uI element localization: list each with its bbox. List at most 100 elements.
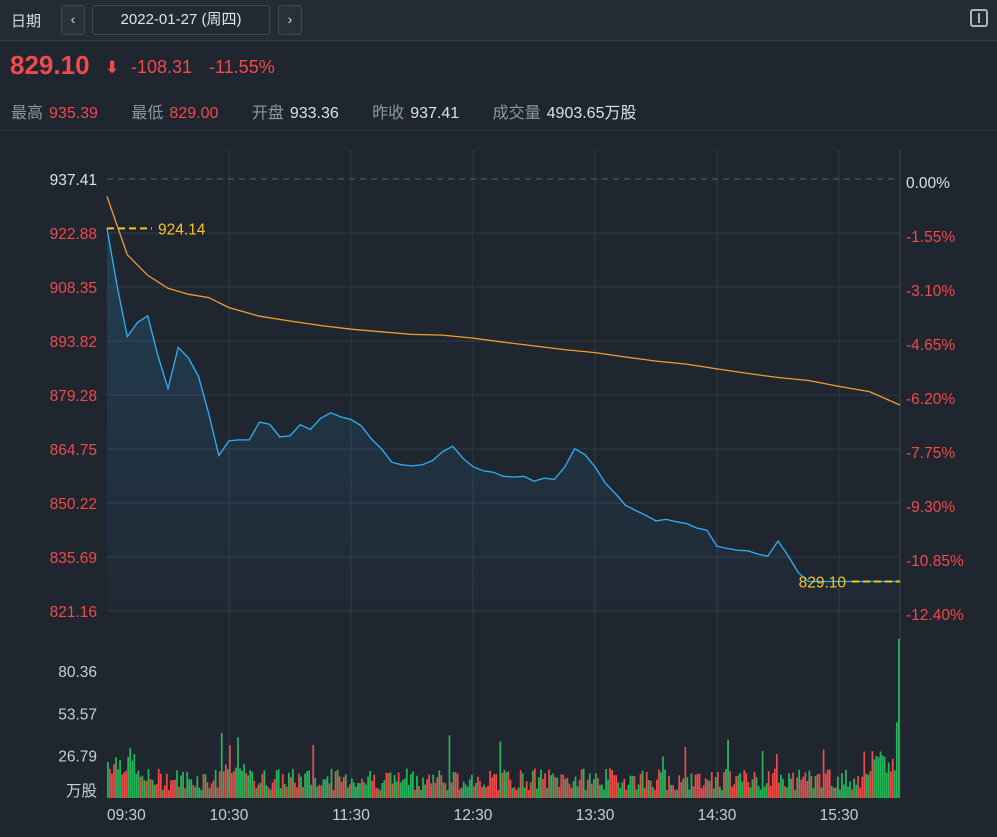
volume-bar: [168, 790, 170, 798]
volume-bar: [698, 773, 701, 798]
volume-bar: [861, 776, 864, 798]
volume-bar: [631, 775, 634, 798]
volume-bar: [377, 788, 380, 798]
volume-bar: [355, 786, 357, 798]
volume-bar: [656, 779, 658, 798]
price-line[interactable]: [106, 228, 900, 583]
volume-bar: [261, 773, 264, 798]
volume-bar: [237, 737, 239, 798]
volume-bar: [292, 768, 294, 798]
volume-bar: [489, 770, 491, 798]
volume-bar: [727, 739, 729, 798]
volume-bar: [875, 755, 878, 798]
volume-bar: [375, 787, 378, 798]
volume-bar: [348, 784, 351, 798]
volume-bar: [511, 788, 514, 798]
time-tick-label: 15:30: [820, 807, 859, 824]
volume-bar: [279, 788, 282, 798]
volume-bar: [719, 786, 721, 798]
volume-bar: [450, 782, 453, 798]
volume-bar: [314, 778, 317, 798]
volume-bar: [810, 776, 813, 798]
volume-bar: [778, 782, 780, 798]
prev-day-button[interactable]: ‹: [61, 5, 85, 35]
volume-bar: [300, 776, 302, 798]
volume-bar: [194, 787, 197, 798]
volume-bar: [869, 771, 872, 798]
volume-bar: [448, 735, 451, 798]
volume-tick-label: 26.79: [58, 749, 97, 766]
volume-bar: [200, 789, 203, 798]
volume-bar: [737, 775, 740, 798]
volume-bar: [330, 768, 333, 798]
volume-bar: [706, 779, 709, 798]
volume-bar: [163, 785, 166, 798]
volume-bar: [731, 786, 733, 798]
volume-bar: [568, 783, 571, 798]
volume-bar: [121, 774, 123, 798]
percent-tick-label: -4.65%: [906, 337, 955, 354]
volume-bar: [712, 788, 715, 798]
volume-bar: [863, 751, 866, 798]
next-day-button[interactable]: ›: [278, 5, 302, 35]
volume-bar: [389, 772, 392, 798]
volume-bar: [277, 769, 280, 798]
volume-bar: [625, 789, 628, 798]
volume-bar: [233, 771, 235, 798]
volume-bar: [806, 781, 809, 798]
volume-bar: [174, 779, 176, 798]
volume-bar: [202, 773, 205, 798]
average-price-line[interactable]: [106, 196, 901, 406]
volume-bar: [757, 786, 760, 798]
volume-bar: [582, 768, 585, 798]
volume-bar: [599, 784, 601, 798]
volume-bar: [851, 789, 853, 798]
volume-bar: [434, 782, 437, 798]
volume-bar: [595, 773, 597, 798]
volume-bar: [263, 770, 266, 798]
volume-bar: [653, 789, 656, 798]
volume-bar: [607, 779, 609, 798]
volume-bar: [281, 774, 284, 798]
volume-bar: [519, 770, 522, 798]
volume-bar: [849, 781, 851, 798]
volume-bar: [324, 779, 327, 798]
volume-bar: [391, 783, 394, 798]
volume-bar: [816, 774, 819, 798]
panel-toggle-icon[interactable]: [970, 9, 988, 27]
price-tick-label: 922.88: [50, 226, 97, 243]
time-tick-label: 12:30: [454, 807, 493, 824]
volume-bar: [841, 773, 843, 798]
volume-bar: [336, 769, 339, 798]
volume-bar: [613, 775, 616, 798]
volume-bar: [725, 768, 727, 798]
volume-bar: [605, 768, 607, 798]
volume-bar: [688, 789, 691, 798]
volume-bar: [505, 772, 508, 798]
volume-bar: [824, 773, 827, 798]
volume-bar: [871, 751, 874, 798]
volume-bar: [769, 785, 772, 798]
volume-bar: [294, 782, 296, 798]
volume-bar: [218, 771, 221, 798]
date-label: 日期: [11, 13, 42, 30]
down-arrow-icon: ⬇: [105, 58, 120, 77]
volume-bar: [790, 778, 792, 798]
volume-bar: [446, 790, 449, 798]
volume-bar: [428, 774, 430, 798]
volume-bar: [235, 767, 237, 798]
volume-bar: [694, 774, 697, 798]
percent-tick-label: -10.85%: [906, 553, 964, 570]
volume-bar: [432, 774, 435, 798]
volume-bar: [125, 770, 128, 798]
volume-bar: [129, 747, 132, 798]
date-picker[interactable]: 2022-01-27 (周四): [92, 5, 270, 35]
volume-bar: [889, 771, 892, 798]
volume-bar: [767, 771, 770, 798]
volume-bar: [881, 755, 884, 798]
volume-bar: [253, 780, 256, 798]
volume-bar: [580, 769, 583, 798]
volume-bar: [647, 780, 650, 798]
volume-bar: [536, 788, 538, 798]
